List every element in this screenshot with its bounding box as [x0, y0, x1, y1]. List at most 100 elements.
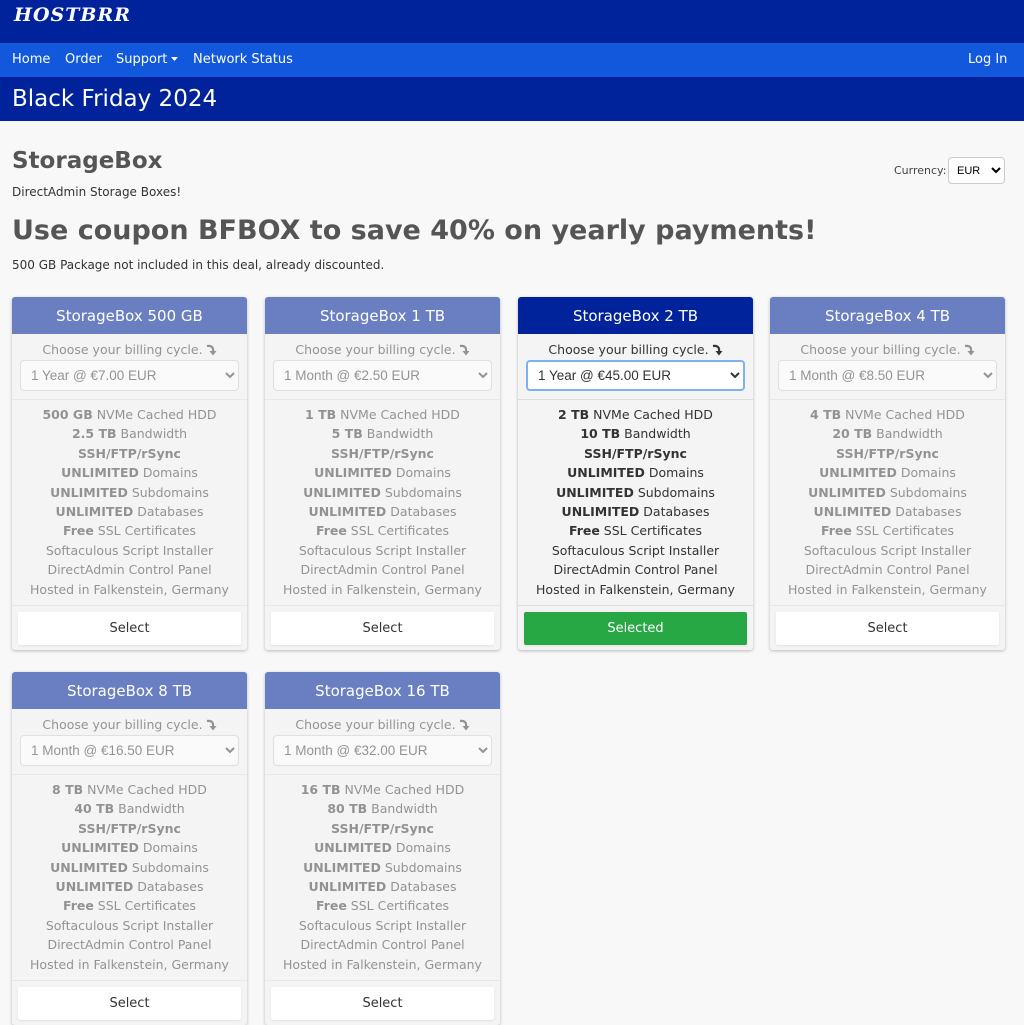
- feature: Free SSL Certificates: [518, 521, 753, 540]
- billing-select[interactable]: 1 Year @ €7.00 EUR: [20, 360, 239, 391]
- feature-text: SSL Certificates: [350, 523, 450, 539]
- feature: Hosted in Falkenstein, Germany: [770, 580, 1005, 599]
- billing-label-text: Choose your billing cycle.: [295, 342, 456, 357]
- billing-label: Choose your billing cycle.: [265, 717, 500, 732]
- feature: Softaculous Script Installer: [12, 541, 247, 560]
- feature: 2 TB NVMe Cached HDD: [518, 405, 753, 424]
- feature: 4 TB NVMe Cached HDD: [770, 405, 1005, 424]
- feature-text: SSL Certificates: [97, 523, 197, 539]
- feature-bold: Free: [62, 898, 94, 914]
- feature-bold: Free: [315, 523, 347, 539]
- feature-text: Bandwidth: [876, 426, 943, 442]
- feature-bold: 5 TB: [331, 426, 363, 442]
- billing-select[interactable]: 1 Month @ €32.00 EUR: [273, 735, 492, 766]
- feature: 5 TB Bandwidth: [265, 424, 500, 443]
- nav-link[interactable]: Network Status: [193, 52, 293, 67]
- feature: UNLIMITED Domains: [12, 463, 247, 482]
- feature: UNLIMITED Subdomains: [12, 483, 247, 502]
- feature: UNLIMITED Domains: [518, 463, 753, 482]
- feature: Hosted in Falkenstein, Germany: [518, 580, 753, 599]
- feature: UNLIMITED Subdomains: [12, 858, 247, 877]
- feature-list: 1 TB NVMe Cached HDD 5 TB Bandwidth SSH/FT…: [265, 399, 500, 607]
- feature-text: Subdomains: [131, 859, 209, 875]
- feature-text: NVMe Cached HDD: [344, 782, 465, 797]
- feature-text: DirectAdmin Control Panel: [47, 562, 212, 578]
- feature: 8 TB NVMe Cached HDD: [12, 780, 247, 799]
- billing-label: Choose your billing cycle.: [770, 342, 1005, 357]
- feature-bold: UNLIMITED: [55, 879, 134, 895]
- feature: SSH/FTP/rSync: [12, 819, 247, 838]
- feature: 10 TB Bandwidth: [518, 424, 753, 443]
- billing-select[interactable]: 1 Month @ €2.50 EUR: [273, 360, 492, 391]
- feature-bold: UNLIMITED: [308, 879, 387, 895]
- note: 500 GB Package not included in this deal…: [12, 258, 385, 272]
- select-button[interactable]: Select: [271, 987, 494, 1021]
- select-button[interactable]: Select: [18, 612, 241, 646]
- feature-text: Databases: [643, 504, 710, 520]
- feature-text: Databases: [137, 504, 204, 520]
- feature: 1 TB NVMe Cached HDD: [265, 405, 500, 424]
- feature-text: Hosted in Falkenstein, Germany: [30, 581, 229, 597]
- feature-bold: Free: [62, 523, 94, 539]
- billing-label: Choose your billing cycle.: [265, 342, 500, 357]
- feature-text: Domains: [648, 465, 704, 481]
- nav-text: Support: [116, 52, 168, 67]
- select-button[interactable]: Select: [776, 612, 999, 646]
- feature-list: 16 TB NVMe Cached HDD 80 TB Bandwidth SSH/…: [265, 774, 500, 982]
- feature-list: 4 TB NVMe Cached HDD 20 TB Bandwidth SSH/F…: [770, 399, 1005, 607]
- nav-link[interactable]: Home: [12, 52, 51, 67]
- feature-list: 2 TB NVMe Cached HDD 10 TB Bandwidth SSH/F…: [518, 399, 753, 607]
- arrow-icon: [459, 719, 470, 731]
- feature-bold: 16 TB: [300, 782, 341, 797]
- feature-text: Softaculous Script Installer: [298, 917, 467, 933]
- feature: DirectAdmin Control Panel: [12, 560, 247, 579]
- feature-text: Bandwidth: [366, 426, 434, 442]
- feature-bold: 20 TB: [832, 426, 873, 442]
- feature-bold: 4 TB: [810, 407, 842, 422]
- feature-text: DirectAdmin Control Panel: [300, 937, 465, 953]
- feature-text: NVMe Cached HDD: [96, 407, 217, 422]
- nav-link[interactable]: Order: [65, 52, 102, 67]
- feature-bold: UNLIMITED: [556, 484, 634, 500]
- feature-bold: UNLIMITED: [314, 840, 392, 856]
- feature-bold: 2.5 TB: [71, 426, 117, 442]
- feature-bold: UNLIMITED: [55, 504, 134, 520]
- feature-bold: UNLIMITED: [50, 859, 128, 875]
- logo[interactable]: HOSTBRR: [14, 4, 132, 26]
- select-button[interactable]: Selected: [524, 612, 747, 646]
- feature: UNLIMITED Subdomains: [770, 483, 1005, 502]
- feature: DirectAdmin Control Panel: [265, 560, 500, 579]
- feature-text: Domains: [395, 465, 451, 481]
- feature-list: 8 TB NVMe Cached HDD 40 TB Bandwidth SSH/F…: [12, 774, 247, 982]
- feature: DirectAdmin Control Panel: [12, 935, 247, 954]
- login-link[interactable]: Log In: [968, 52, 1008, 67]
- product-card: StorageBox 4 TB Choose your billing cycle…: [770, 297, 1005, 650]
- select-button[interactable]: Select: [18, 987, 241, 1021]
- card-header: StorageBox 2 TB: [518, 297, 753, 334]
- feature: 80 TB Bandwidth: [265, 799, 500, 818]
- billing-select[interactable]: 1 Year @ €45.00 EUR: [526, 360, 745, 391]
- feature-bold: UNLIMITED: [303, 484, 381, 500]
- feature-bold: 80 TB: [327, 801, 368, 817]
- nav-link[interactable]: Support: [116, 52, 180, 67]
- feature: UNLIMITED Databases: [265, 502, 500, 521]
- billing-select[interactable]: 1 Month @ €8.50 EUR: [778, 360, 997, 391]
- billing-label-text: Choose your billing cycle.: [548, 342, 709, 357]
- feature-text: Softaculous Script Installer: [803, 542, 972, 558]
- feature: UNLIMITED Subdomains: [265, 483, 500, 502]
- feature-bold: UNLIMITED: [303, 859, 381, 875]
- billing-label-text: Choose your billing cycle.: [42, 717, 203, 732]
- feature-bold: UNLIMITED: [567, 465, 645, 481]
- feature: SSH/FTP/rSync: [770, 444, 1005, 463]
- select-button[interactable]: Select: [271, 612, 494, 646]
- feature: Softaculous Script Installer: [518, 541, 753, 560]
- feature-text: Databases: [895, 504, 962, 520]
- currency-select[interactable]: EUR: [948, 157, 1005, 184]
- product-card: StorageBox 500 GB Choose your billing cyc…: [12, 297, 247, 650]
- billing-select[interactable]: 1 Month @ €16.50 EUR: [20, 735, 239, 766]
- feature-text: Hosted in Falkenstein, Germany: [30, 956, 229, 972]
- feature: UNLIMITED Domains: [12, 838, 247, 857]
- feature: SSH/FTP/rSync: [265, 819, 500, 838]
- feature: Free SSL Certificates: [770, 521, 1005, 540]
